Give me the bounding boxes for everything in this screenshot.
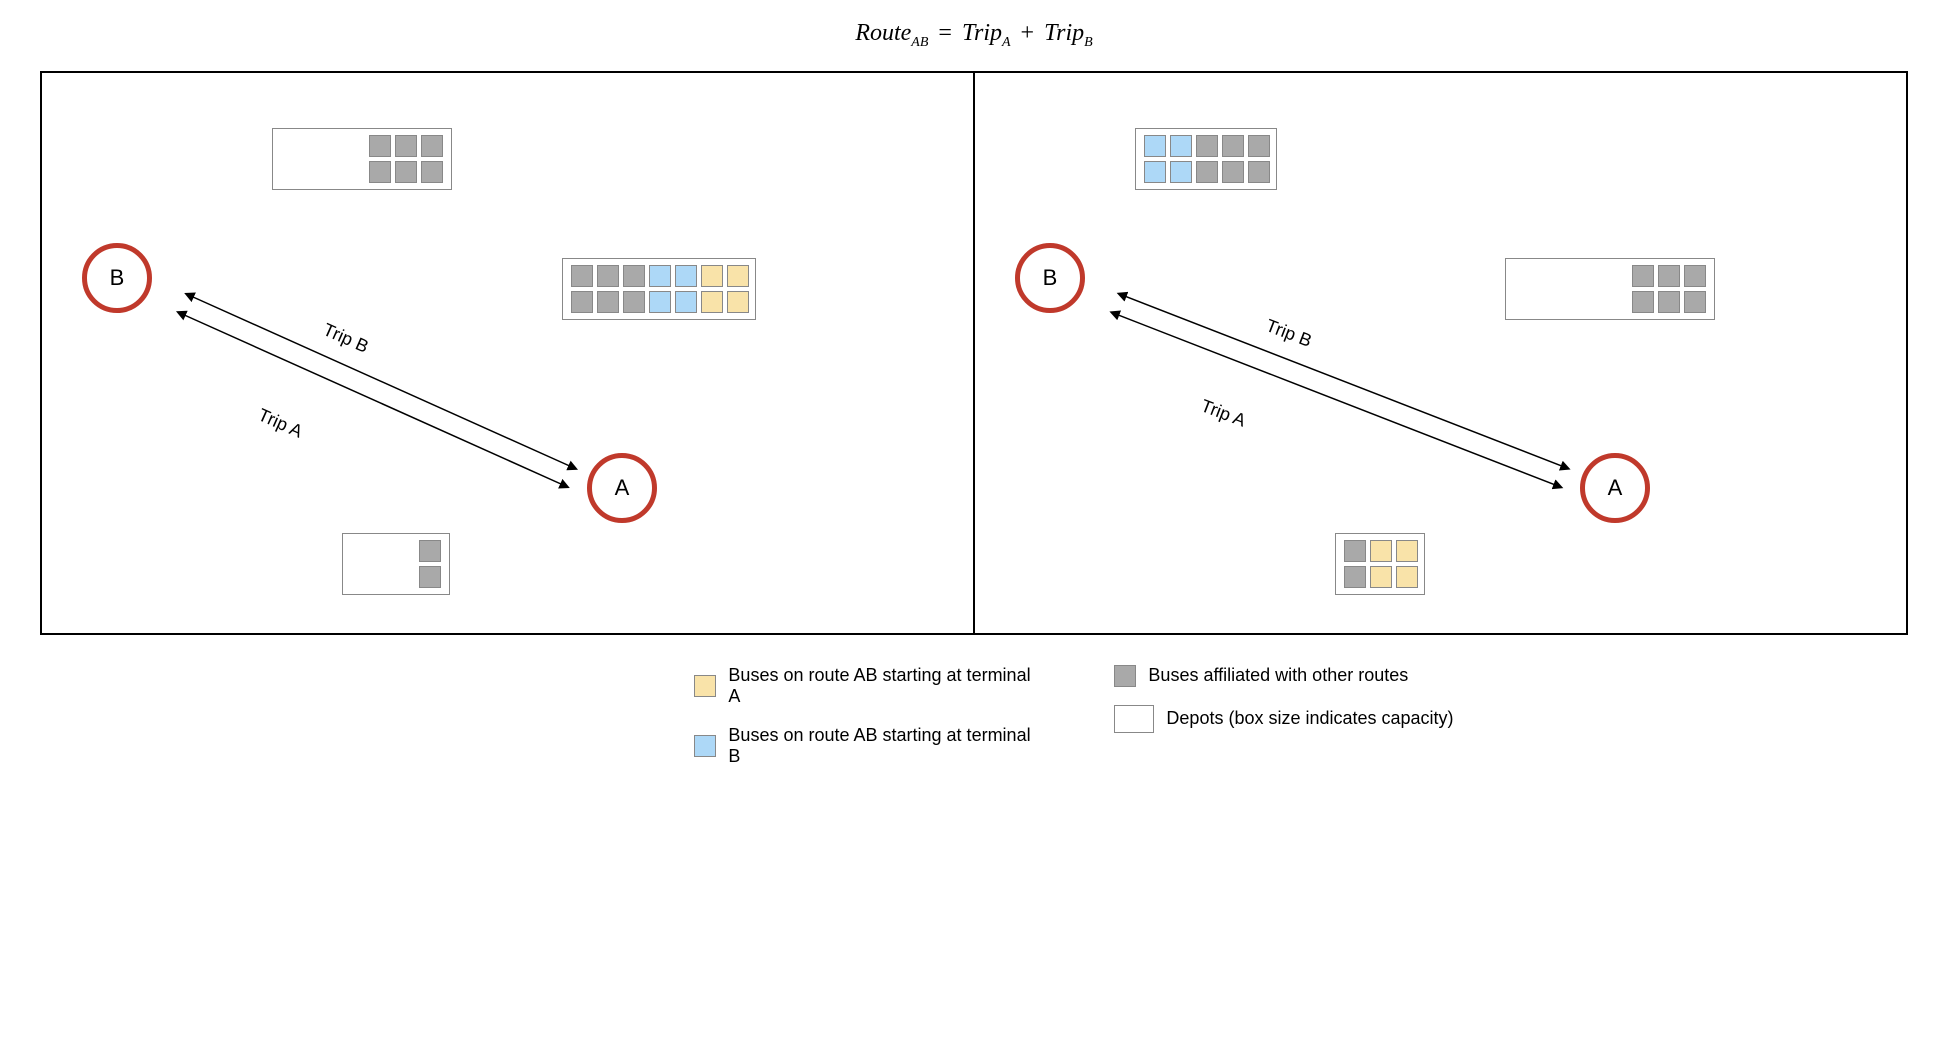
bus-gray xyxy=(1684,265,1706,287)
bus-gray xyxy=(419,540,441,562)
bus-gray xyxy=(421,161,443,183)
legend-swatch-yellow xyxy=(694,675,716,697)
bus-gray xyxy=(1658,265,1680,287)
terminal-b: B xyxy=(82,243,152,313)
eq-lhs: Route xyxy=(855,20,911,46)
legend-text: Buses on route AB starting at terminal B xyxy=(728,725,1034,767)
bus-gray xyxy=(1344,566,1366,588)
route-equation: RouteAB = TripA + TripB xyxy=(40,20,1908,51)
bus-gray xyxy=(1344,540,1366,562)
bus-blue xyxy=(649,265,671,287)
depot xyxy=(1505,258,1715,320)
terminal-a: A xyxy=(587,453,657,523)
eq-plus: + xyxy=(1021,20,1035,46)
depot xyxy=(272,128,452,190)
depot xyxy=(562,258,756,320)
bus-blue xyxy=(1144,135,1166,157)
depot-row xyxy=(571,291,749,313)
depot xyxy=(1135,128,1277,190)
legend-swatch-blue xyxy=(694,735,716,757)
legend-item: Buses on route AB starting at terminal A xyxy=(694,665,1034,707)
eq-equals: = xyxy=(938,20,952,46)
trip-arrows xyxy=(975,73,1906,633)
legend-swatch-depot xyxy=(1114,705,1154,733)
depot-row xyxy=(1144,135,1270,157)
bus-gray xyxy=(1222,161,1244,183)
bus-gray xyxy=(1658,291,1680,313)
bus-gray xyxy=(571,291,593,313)
bus-yellow xyxy=(727,265,749,287)
bus-blue xyxy=(1170,161,1192,183)
legend: Buses on route AB starting at terminal A… xyxy=(40,665,1908,767)
bus-yellow xyxy=(701,291,723,313)
depot-row xyxy=(369,161,443,183)
legend-col-2: Buses affiliated with other routes Depots… xyxy=(1114,665,1453,767)
bus-gray xyxy=(369,135,391,157)
bus-blue xyxy=(1144,161,1166,183)
eq-r1-sub: A xyxy=(1002,35,1011,50)
bus-gray xyxy=(1684,291,1706,313)
bus-gray xyxy=(1196,161,1218,183)
legend-text: Depots (box size indicates capacity) xyxy=(1166,708,1453,729)
depot xyxy=(342,533,450,595)
terminal-a: A xyxy=(1580,453,1650,523)
panel-right: BATrip BTrip A xyxy=(975,73,1906,633)
bus-gray xyxy=(1248,135,1270,157)
bus-blue xyxy=(649,291,671,313)
legend-swatch-gray xyxy=(1114,665,1136,687)
bus-gray xyxy=(571,265,593,287)
legend-text: Buses affiliated with other routes xyxy=(1148,665,1408,686)
eq-r1: Trip xyxy=(962,20,1002,46)
bus-gray xyxy=(421,135,443,157)
bus-gray xyxy=(623,265,645,287)
depot-row xyxy=(1344,540,1418,562)
depot-row xyxy=(1632,291,1706,313)
terminal-b: B xyxy=(1015,243,1085,313)
panel-left: BATrip BTrip A xyxy=(42,73,975,633)
depot xyxy=(1335,533,1425,595)
depot-row xyxy=(1344,566,1418,588)
eq-r2: Trip xyxy=(1044,20,1084,46)
trip-arrows xyxy=(42,73,973,633)
bus-gray xyxy=(597,291,619,313)
eq-r2-sub: B xyxy=(1084,35,1093,50)
bus-gray xyxy=(419,566,441,588)
bus-yellow xyxy=(1370,540,1392,562)
bus-gray xyxy=(623,291,645,313)
legend-item: Depots (box size indicates capacity) xyxy=(1114,705,1453,733)
legend-item: Buses on route AB starting at terminal B xyxy=(694,725,1034,767)
bus-gray xyxy=(395,161,417,183)
bus-yellow xyxy=(727,291,749,313)
legend-text: Buses on route AB starting at terminal A xyxy=(728,665,1034,707)
bus-gray xyxy=(1196,135,1218,157)
bus-gray xyxy=(395,135,417,157)
legend-col-1: Buses on route AB starting at terminal A… xyxy=(694,665,1034,767)
bus-gray xyxy=(369,161,391,183)
bus-yellow xyxy=(1396,566,1418,588)
depot-row xyxy=(419,540,441,562)
depot-row xyxy=(369,135,443,157)
bus-gray xyxy=(597,265,619,287)
depot-row xyxy=(571,265,749,287)
depot-row xyxy=(419,566,441,588)
bus-blue xyxy=(675,291,697,313)
legend-item: Buses affiliated with other routes xyxy=(1114,665,1453,687)
bus-yellow xyxy=(701,265,723,287)
bus-blue xyxy=(1170,135,1192,157)
bus-gray xyxy=(1632,291,1654,313)
panels-container: BATrip BTrip ABATrip BTrip A xyxy=(40,71,1908,635)
depot-row xyxy=(1144,161,1270,183)
eq-lhs-sub: AB xyxy=(911,35,928,50)
depot-row xyxy=(1632,265,1706,287)
bus-gray xyxy=(1248,161,1270,183)
bus-yellow xyxy=(1396,540,1418,562)
bus-gray xyxy=(1222,135,1244,157)
bus-gray xyxy=(1632,265,1654,287)
bus-blue xyxy=(675,265,697,287)
bus-yellow xyxy=(1370,566,1392,588)
